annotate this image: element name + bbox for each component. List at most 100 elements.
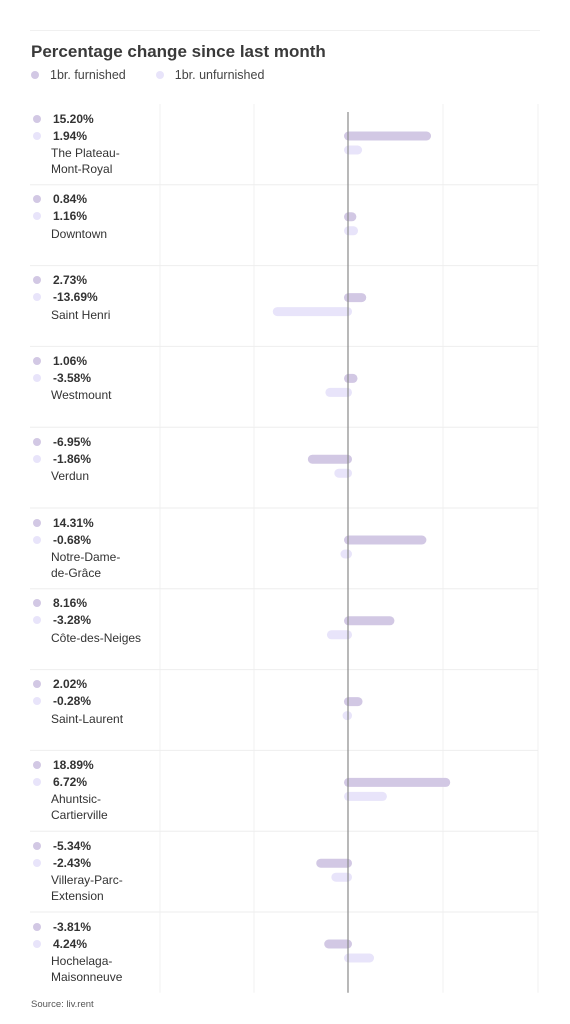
value-label: 18.89% [53,757,94,772]
value-furnished: 0.84% [30,191,170,208]
row-label-group: -6.95% -1.86% Verdun [30,433,170,484]
value-label: -2.43% [53,855,92,870]
legend-item-furnished: 1br. furnished [31,68,126,82]
category-label: Verdun [51,469,90,484]
value-label: -13.69% [53,290,98,305]
legend-label-furnished: 1br. furnished [50,68,126,82]
series-dot [33,356,41,365]
value-label: -5.34% [53,838,92,853]
bar-unfurnished [342,711,352,721]
category-label: The Plateau- Mont-Royal [51,146,120,176]
row-label-group: 2.73% -13.69% Saint Henri [30,272,170,323]
value-unfurnished: 1.94% [30,127,170,144]
bar-furnished [316,858,352,868]
bar-furnished [344,535,427,545]
series-dot [33,131,41,140]
value-label: -3.58% [53,370,92,385]
category-label: Hochelaga- Maisonneuve [51,954,123,984]
value-label: 6.72% [53,774,88,789]
series-dot [33,373,41,382]
category-label: Downtown [51,226,108,241]
top-divider [30,30,540,31]
row-label-group: 2.02% -0.28% Saint-Laurent [30,676,170,727]
value-unfurnished: -13.69% [30,289,170,306]
row-label-group: 15.20% 1.94% The Plateau- Mont-Royal [30,110,170,177]
series-dot [33,454,41,463]
series-dot [33,680,41,689]
category-label: Saint Henri [51,307,111,322]
series-dot [33,939,41,948]
series-dot [33,841,41,850]
series-dot [33,437,41,446]
value-furnished: 1.06% [30,352,170,369]
value-label: 2.73% [53,273,88,288]
legend: 1br. furnished 1br. unfurnished [31,68,264,82]
value-label: 1.06% [53,353,88,368]
legend-swatch-furnished [31,71,39,79]
bar-unfurnished [340,549,352,559]
series-dot [33,276,41,285]
value-unfurnished: 1.16% [30,208,170,225]
bar-unfurnished [344,145,363,155]
value-unfurnished: -0.68% [30,531,170,548]
source-note: Source: liv.rent [31,999,94,1010]
value-label: 15.20% [53,111,94,126]
value-furnished: 8.16% [30,595,170,612]
bar-furnished [344,616,395,626]
value-unfurnished: -0.28% [30,693,170,710]
bar-unfurnished [325,387,352,397]
series-dot [33,195,41,204]
bar-unfurnished [326,630,352,640]
value-label: -0.28% [53,694,92,709]
category-label: Notre-Dame- de-Grâce [51,550,121,580]
bar-furnished [344,293,367,303]
bar-furnished [344,697,363,707]
series-dot [33,616,41,625]
series-dot [33,858,41,867]
row-label-group: -3.81% 4.24% Hochelaga- Maisonneuve [30,918,170,985]
series-dot [33,760,41,769]
value-furnished: -5.34% [30,837,170,854]
value-label: 8.16% [53,596,88,611]
value-furnished: 14.31% [30,514,170,531]
bar-furnished [344,777,451,787]
value-label: -0.68% [53,532,92,547]
value-label: -3.81% [53,919,92,934]
value-label: 1.16% [53,209,88,224]
legend-label-unfurnished: 1br. unfurnished [174,68,265,82]
value-unfurnished: -3.58% [30,369,170,386]
series-dot [33,518,41,527]
value-label: 1.94% [53,128,88,143]
value-furnished: -3.81% [30,918,170,935]
series-dot [33,697,41,706]
value-label: -6.95% [53,434,92,449]
value-furnished: 18.89% [30,756,170,773]
series-dot [33,777,41,786]
value-unfurnished: 6.72% [30,773,170,790]
legend-item-unfurnished: 1br. unfurnished [155,68,265,82]
bar-unfurnished [272,307,352,317]
row-label-group: 1.06% -3.58% Westmount [30,352,170,403]
bar-unfurnished [344,226,359,236]
value-furnished: -6.95% [30,433,170,450]
category-label: Saint-Laurent [51,711,124,726]
value-unfurnished: 4.24% [30,935,170,952]
series-dot [33,212,41,221]
row-label-group: 8.16% -3.28% Côte-des-Neiges [30,595,170,646]
bar-furnished [344,131,432,141]
value-label: -3.28% [53,613,92,628]
bar-furnished [344,212,357,222]
bar-furnished [344,373,358,383]
series-dot [33,922,41,931]
category-label: Westmount [51,388,112,403]
value-furnished: 2.73% [30,272,170,289]
chart-title: Percentage change since last month [31,42,326,61]
value-label: -1.86% [53,451,92,466]
series-dot [33,599,41,608]
category-label: Villeray-Parc- Extension [51,873,123,904]
value-furnished: 15.20% [30,110,170,127]
value-unfurnished: -1.86% [30,450,170,467]
bar-unfurnished [334,468,352,478]
series-dot [33,535,41,544]
